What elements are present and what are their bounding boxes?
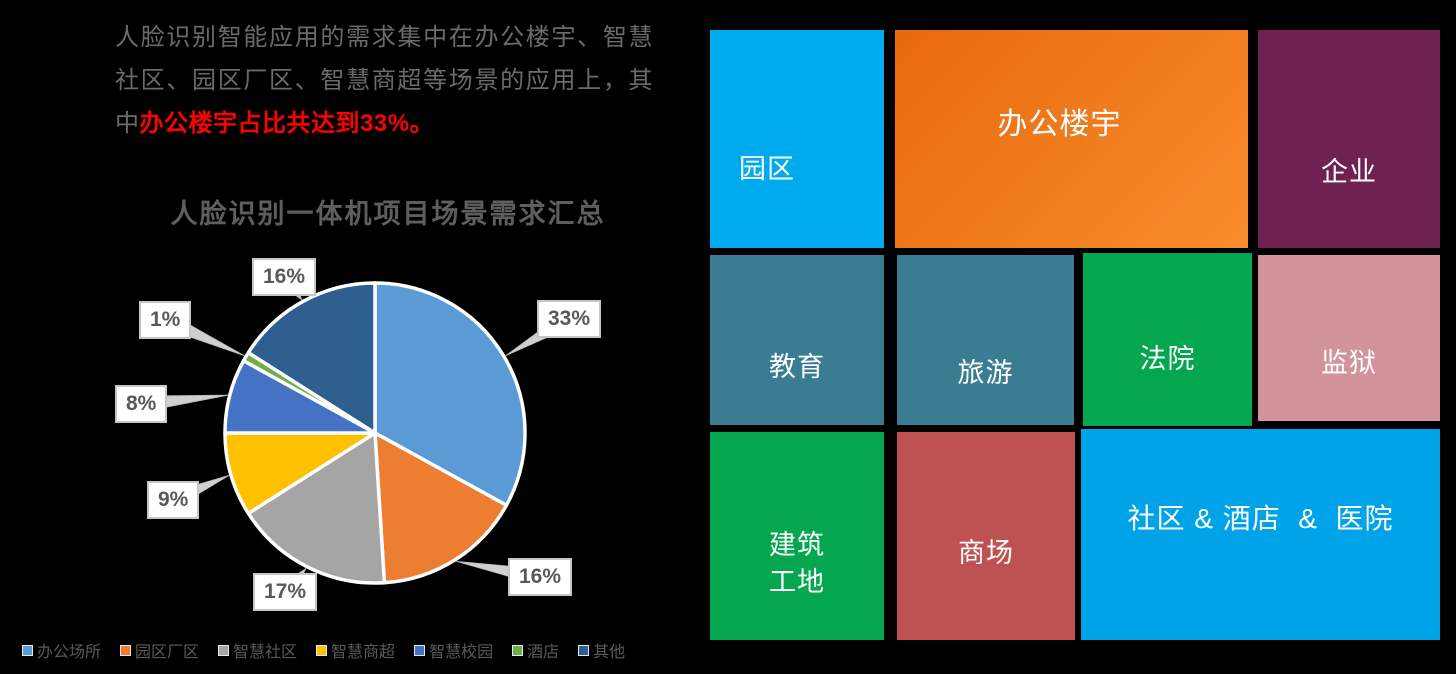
pie-slice-智慧社区 bbox=[246, 431, 387, 585]
pie-callout-office-label: 33% bbox=[537, 300, 602, 339]
pie-callout-community-label: 17% bbox=[253, 573, 318, 612]
scene-tile-education: 教育 bbox=[710, 255, 884, 425]
legend-item-smart-retail: 智慧商超 bbox=[316, 638, 395, 662]
pie-callout-other-label: 16% bbox=[252, 258, 317, 297]
legend-label: 园区厂区 bbox=[135, 644, 200, 661]
pie-callout-retail-label: 9% bbox=[147, 481, 200, 520]
legend-label: 智慧社区 bbox=[233, 644, 298, 661]
legend-swatch-office-place bbox=[22, 644, 33, 656]
scene-tile-community-hotel-hospital-label: 社区 & 酒店 & 医院 bbox=[1127, 503, 1394, 535]
scene-tile-prison-label: 监狱 bbox=[1321, 348, 1377, 379]
pie-chart: 33% 16% 17% 9% 8% 1% 16% bbox=[90, 240, 730, 640]
pie-legend: 办公场所 园区厂区 智慧社区 智慧商超 智慧校园 酒店 其他 bbox=[22, 638, 702, 662]
legend-item-smart-campus: 智慧校园 bbox=[414, 638, 493, 662]
legend-swatch-smart-retail bbox=[316, 644, 328, 656]
pie-slice-办公场所 bbox=[373, 281, 527, 508]
scene-tile-court: 法院 bbox=[1083, 253, 1252, 426]
scene-tile-office-building-label: 办公楼宇 bbox=[997, 108, 1122, 142]
legend-label: 酒店 bbox=[527, 644, 560, 661]
legend-item-park-factory: 园区厂区 bbox=[120, 638, 199, 662]
pie-callout-hotel-label: 1% bbox=[139, 301, 192, 340]
legend-swatch-hotel bbox=[512, 644, 524, 656]
scene-tile-mall: 商场 bbox=[897, 432, 1075, 640]
pie-callout-campus-label: 8% bbox=[115, 385, 168, 424]
scene-tile-mall-label: 商场 bbox=[958, 538, 1014, 569]
legend-item-office-place: 办公场所 bbox=[22, 638, 101, 662]
scene-tile-park-label: 园区 bbox=[739, 154, 795, 185]
pie-slice-其他 bbox=[246, 281, 377, 435]
scene-tile-tourism-label: 旅游 bbox=[957, 358, 1014, 389]
intro-text: 人脸识别智能应用的需求集中在办公楼宇、智慧社区、园区厂区、智慧商超等场景的应用上… bbox=[115, 24, 653, 137]
legend-label: 智慧校园 bbox=[429, 644, 494, 661]
legend-swatch-smart-campus bbox=[414, 644, 426, 656]
legend-label: 办公场所 bbox=[37, 644, 102, 661]
pie-callout-park-label: 16% bbox=[508, 558, 573, 597]
scene-tile-community-hotel-hospital: 社区 & 酒店 & 医院 bbox=[1081, 429, 1440, 640]
legend-item-hotel: 酒店 bbox=[512, 638, 559, 662]
scene-tile-tourism: 旅游 bbox=[897, 255, 1074, 425]
scene-tile-prison: 监狱 bbox=[1258, 255, 1440, 421]
scene-tile-office-building: 办公楼宇 bbox=[895, 30, 1248, 248]
intro-paragraph: 人脸识别智能应用的需求集中在办公楼宇、智慧社区、园区厂区、智慧商超等场景的应用上… bbox=[115, 16, 653, 145]
legend-item-smart-community: 智慧社区 bbox=[218, 638, 297, 662]
intro-highlight: 办公楼宇占比共达到33%。 bbox=[139, 110, 435, 137]
pie-slices bbox=[223, 281, 527, 585]
chart-title: 人脸识别一体机项目场景需求汇总 bbox=[170, 199, 606, 229]
legend-swatch-smart-community bbox=[218, 644, 230, 656]
scene-tile-enterprise-label: 企业 bbox=[1321, 157, 1377, 188]
scene-tile-court-label: 法院 bbox=[1139, 343, 1196, 374]
scene-tile-construction-site-label: 建筑 工地 bbox=[769, 529, 825, 597]
scene-tile-enterprise: 企业 bbox=[1258, 30, 1440, 248]
legend-item-other: 其他 bbox=[578, 638, 625, 662]
scene-tile-park: 园区 bbox=[710, 30, 884, 248]
pie-svg bbox=[139, 271, 574, 598]
legend-label: 智慧商超 bbox=[331, 644, 396, 661]
legend-label: 其他 bbox=[593, 644, 626, 661]
legend-swatch-park-factory bbox=[120, 644, 132, 656]
pie-slice-园区厂区 bbox=[373, 431, 509, 585]
scene-tile-education-label: 教育 bbox=[769, 352, 825, 383]
scene-tile-construction-site: 建筑 工地 bbox=[710, 432, 884, 640]
legend-swatch-other bbox=[578, 644, 590, 656]
